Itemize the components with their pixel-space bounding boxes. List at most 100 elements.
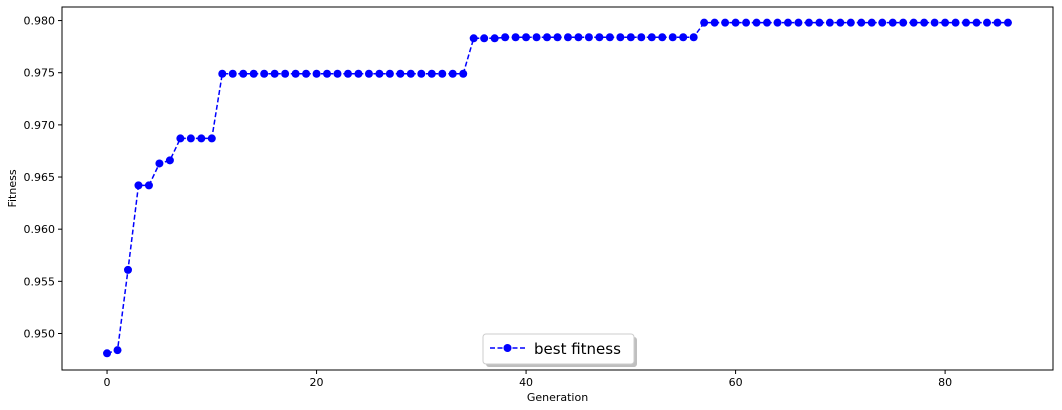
data-point (438, 69, 447, 78)
legend-box (482, 333, 635, 365)
y-tick-label: 0.970 (24, 119, 56, 132)
axes-frame (61, 6, 1054, 371)
y-tick-label: 0.960 (24, 223, 56, 236)
x-axis-label: Generation (527, 391, 588, 404)
data-point (511, 33, 520, 42)
data-point (501, 33, 510, 42)
data-point (825, 18, 834, 27)
data-point (1003, 18, 1012, 27)
x-axis: 0 20 40 60 80 (104, 370, 952, 389)
data-point (584, 33, 593, 42)
data-point (113, 346, 122, 355)
data-point (658, 33, 667, 42)
data-point (270, 69, 279, 78)
data-point (941, 18, 950, 27)
data-point (679, 33, 688, 42)
data-point (783, 18, 792, 27)
data-point (878, 18, 887, 27)
legend-label: best fitness (534, 340, 621, 358)
data-point (459, 69, 468, 78)
data-point (239, 69, 248, 78)
data-point (605, 33, 614, 42)
data-point (668, 33, 677, 42)
data-point (909, 18, 918, 27)
data-point (302, 69, 311, 78)
y-tick-label: 0.980 (24, 15, 56, 28)
data-point (281, 69, 290, 78)
data-point (867, 18, 876, 27)
data-point (406, 69, 415, 78)
data-point (260, 69, 269, 78)
data-point (343, 69, 352, 78)
data-point (626, 33, 635, 42)
data-point (962, 18, 971, 27)
data-point (616, 33, 625, 42)
data-point (804, 18, 813, 27)
y-axis: 0.950 0.955 0.960 0.965 0.970 0.975 0.980 (24, 15, 62, 340)
y-tick-label: 0.975 (24, 67, 56, 80)
data-point (176, 134, 185, 143)
data-point (700, 18, 709, 27)
data-point (228, 69, 237, 78)
data-point (721, 18, 730, 27)
data-point (993, 18, 1002, 27)
data-point (972, 18, 981, 27)
data-point (469, 34, 478, 43)
y-tick-label: 0.965 (24, 171, 56, 184)
data-point (197, 134, 206, 143)
x-tick-label: 60 (729, 376, 743, 389)
y-tick-label: 0.955 (24, 275, 56, 288)
data-point (752, 18, 761, 27)
data-point (155, 159, 164, 168)
data-point (543, 33, 552, 42)
data-point (165, 156, 174, 165)
data-point (448, 69, 457, 78)
data-point (951, 18, 960, 27)
data-point (794, 18, 803, 27)
plot-area (103, 18, 1012, 358)
data-point (888, 18, 897, 27)
x-tick-label: 40 (519, 376, 533, 389)
data-point (312, 69, 321, 78)
data-point (563, 33, 572, 42)
data-point (323, 69, 332, 78)
data-point (647, 33, 656, 42)
data-point (836, 18, 845, 27)
legend: best fitness (482, 333, 637, 367)
data-point (417, 69, 426, 78)
data-point (815, 18, 824, 27)
data-point (574, 33, 583, 42)
data-point (689, 33, 698, 42)
data-point (490, 34, 499, 43)
data-point (637, 33, 646, 42)
data-point (763, 18, 772, 27)
data-point (375, 69, 384, 78)
data-point (103, 349, 112, 358)
data-point (427, 69, 436, 78)
data-point (857, 18, 866, 27)
data-point (291, 69, 300, 78)
y-tick-label: 0.950 (24, 327, 56, 340)
data-point (480, 34, 489, 43)
data-point (364, 69, 373, 78)
data-point (207, 134, 216, 143)
data-point (144, 181, 153, 190)
data-point (249, 69, 258, 78)
data-point (396, 69, 405, 78)
data-point (134, 181, 143, 190)
x-tick-label: 0 (104, 376, 111, 389)
data-point (333, 69, 342, 78)
y-axis-label: Fitness (6, 169, 19, 207)
data-point (773, 18, 782, 27)
data-point (522, 33, 531, 42)
legend-marker-sample (503, 344, 512, 352)
data-point (742, 18, 751, 27)
data-point (731, 18, 740, 27)
x-tick-label: 20 (310, 376, 324, 389)
x-tick-label: 80 (938, 376, 952, 389)
data-point (710, 18, 719, 27)
data-point (385, 69, 394, 78)
data-point (532, 33, 541, 42)
data-point (983, 18, 992, 27)
